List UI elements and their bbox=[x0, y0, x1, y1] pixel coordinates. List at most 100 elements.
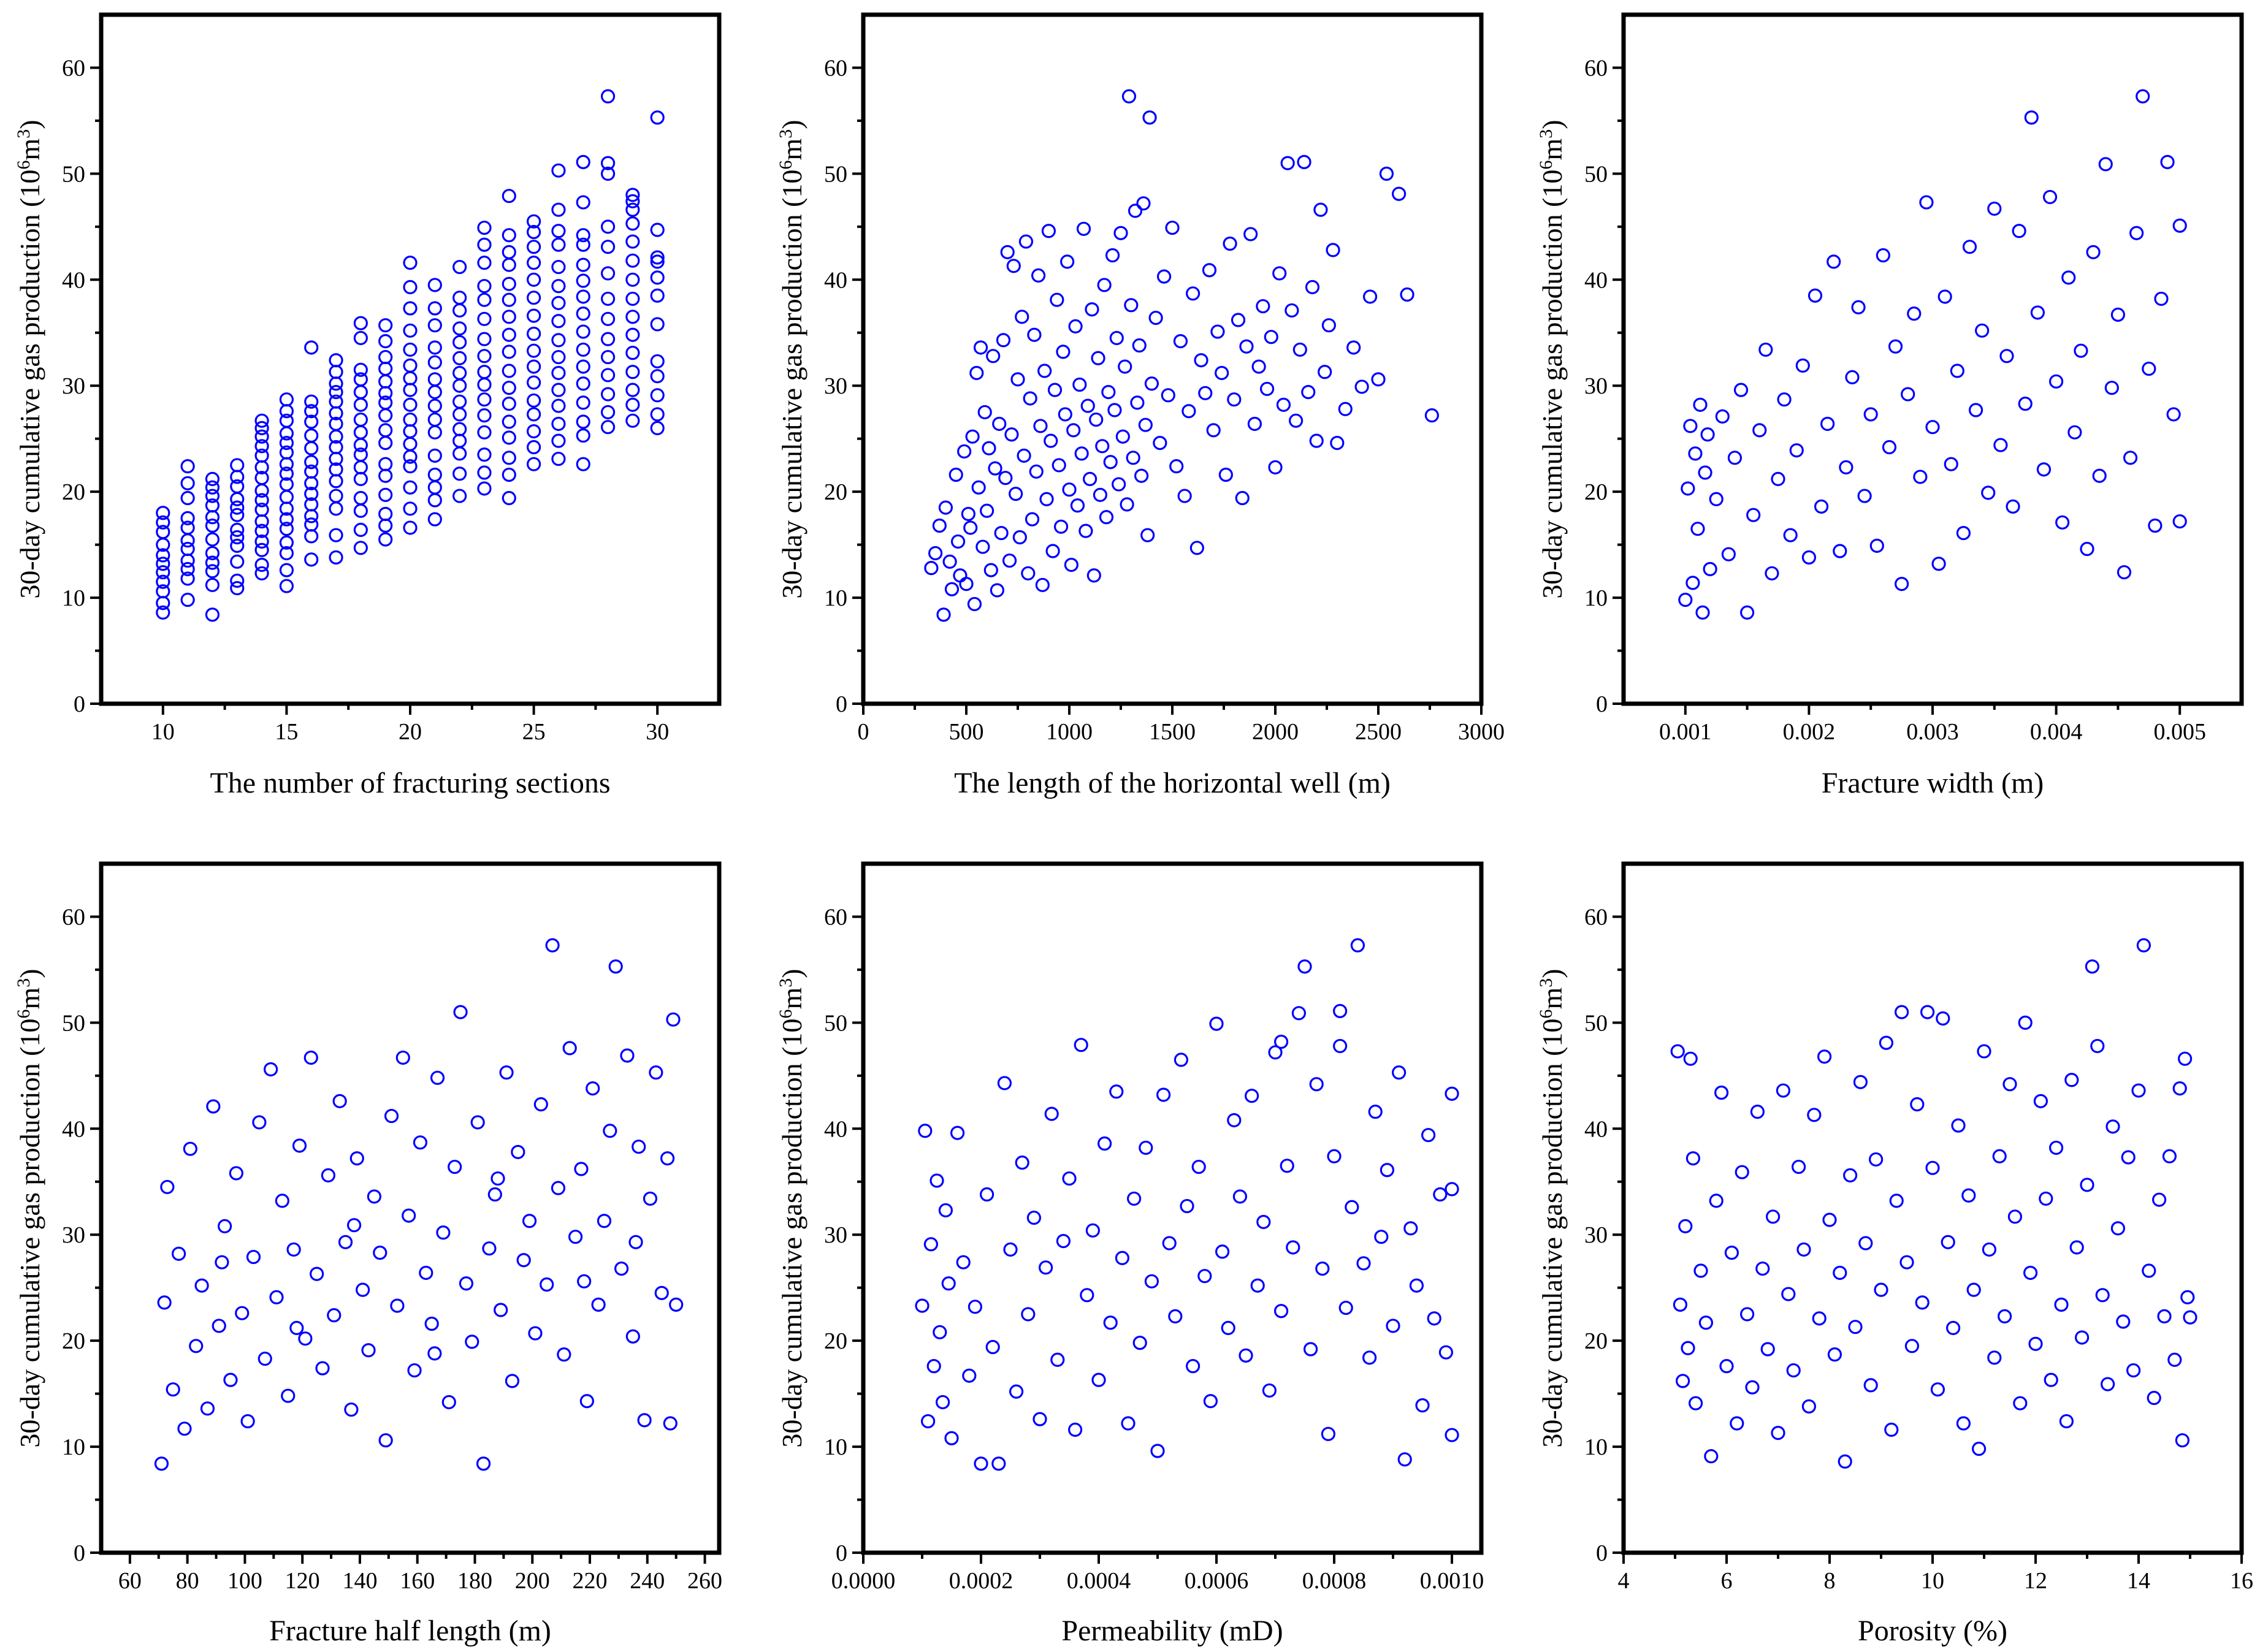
scatter-point bbox=[600, 405, 616, 420]
scatter-point bbox=[1415, 1398, 1430, 1413]
scatter-point bbox=[1820, 416, 1835, 432]
scatter-point bbox=[1132, 1336, 1147, 1350]
scatter-point bbox=[254, 566, 269, 580]
scatter-point bbox=[1345, 1200, 1359, 1214]
scatter-point bbox=[1262, 1383, 1277, 1398]
scatter-point bbox=[1904, 1339, 1919, 1353]
scatter-point bbox=[254, 557, 269, 573]
scatter-point bbox=[1392, 1065, 1407, 1080]
scatter-point bbox=[1315, 1261, 1330, 1276]
scatter-point bbox=[205, 510, 220, 525]
scatter-point bbox=[600, 156, 616, 170]
scatter-point bbox=[1035, 577, 1050, 592]
scatter-point bbox=[304, 441, 319, 455]
scatter-point bbox=[1869, 1152, 1884, 1167]
scatter-point bbox=[1227, 1113, 1242, 1128]
scatter-point bbox=[180, 592, 195, 607]
scatter-point bbox=[1086, 568, 1101, 583]
scatter-point bbox=[591, 1297, 606, 1312]
scatter-point bbox=[1268, 1045, 1283, 1060]
scatter-point bbox=[2152, 1192, 2167, 1207]
scatter-point bbox=[1139, 1140, 1153, 1155]
scatter-point bbox=[1827, 1347, 1842, 1362]
scatter-point bbox=[310, 1266, 324, 1281]
scatter-point bbox=[1227, 392, 1242, 407]
scatter-point bbox=[264, 1062, 278, 1077]
x-axis-label: Porosity (%) bbox=[1858, 1615, 2007, 1647]
scatter-point bbox=[1080, 398, 1095, 413]
scatter-point bbox=[2160, 154, 2175, 169]
scatter-point bbox=[378, 374, 393, 389]
scatter-point bbox=[215, 1255, 229, 1269]
scatter-point bbox=[926, 1359, 941, 1374]
scatter-point bbox=[1060, 254, 1075, 269]
scatter-point bbox=[526, 359, 541, 374]
scatter-point bbox=[1126, 451, 1140, 465]
x-axis-label: Fracture width (m) bbox=[1822, 767, 2044, 799]
scatter-point bbox=[1913, 470, 1928, 484]
x-tick-label: 15 bbox=[275, 719, 298, 745]
scatter-point bbox=[1915, 1295, 1930, 1310]
scatter-point bbox=[1910, 1097, 1925, 1112]
scatter-point bbox=[576, 457, 590, 471]
scatter-point bbox=[1280, 1159, 1294, 1173]
scatter-point bbox=[403, 424, 418, 439]
x-tick-label: 0.0010 bbox=[1420, 1568, 1484, 1594]
scatter-point bbox=[959, 576, 974, 592]
scatter-point bbox=[258, 1351, 272, 1366]
scatter-point bbox=[403, 301, 418, 316]
scatter-point bbox=[522, 1214, 537, 1228]
scatter-point bbox=[230, 530, 245, 545]
scatter-point bbox=[303, 1050, 318, 1065]
scatter-point bbox=[1297, 154, 1311, 169]
scatter-point bbox=[576, 414, 590, 429]
scatter-point bbox=[1041, 224, 1056, 238]
scatter-point bbox=[1869, 538, 1884, 553]
scatter-point bbox=[2039, 1191, 2053, 1206]
scatter-point bbox=[180, 571, 195, 586]
scatter-point bbox=[963, 520, 978, 535]
scatter-point bbox=[403, 520, 418, 535]
scatter-point bbox=[551, 416, 566, 432]
scatter-point bbox=[156, 506, 170, 520]
x-tick-label: 180 bbox=[457, 1568, 492, 1594]
scatter-point bbox=[1074, 446, 1089, 461]
scatter-point bbox=[2110, 1221, 2125, 1236]
scatter-point bbox=[505, 1374, 520, 1388]
x-tick-label: 0.004 bbox=[2030, 719, 2083, 745]
scatter-point bbox=[1202, 263, 1217, 278]
scatter-point bbox=[576, 428, 590, 443]
scatter-point bbox=[304, 552, 319, 567]
scatter-point bbox=[600, 240, 616, 254]
scatter-point bbox=[614, 1261, 629, 1276]
scatter-point bbox=[1231, 313, 1246, 327]
y-axis-label: 30-day cumulative gas production (106m3) bbox=[1536, 120, 1568, 598]
y-axis-label: 30-day cumulative gas production (106m3) bbox=[13, 120, 45, 598]
scatter-point bbox=[1438, 1345, 1453, 1360]
scatter-point bbox=[1424, 408, 1439, 423]
scatter-point bbox=[205, 489, 220, 503]
scatter-point bbox=[321, 1168, 335, 1182]
scatter-point bbox=[1822, 1212, 1837, 1227]
scatter-point bbox=[1085, 302, 1099, 317]
scatter-point bbox=[223, 1372, 238, 1387]
scatter-point bbox=[269, 1290, 284, 1304]
scatter-point bbox=[1025, 512, 1040, 527]
scatter-point bbox=[502, 257, 516, 272]
scatter-point bbox=[452, 365, 467, 381]
scatter-point bbox=[526, 272, 541, 287]
scatter-point bbox=[597, 1214, 612, 1228]
scatter-point bbox=[2117, 565, 2132, 580]
scatter-point bbox=[353, 541, 368, 555]
scatter-point bbox=[156, 584, 170, 599]
y-tick-label: 40 bbox=[824, 267, 847, 293]
scatter-point bbox=[1670, 1044, 1685, 1059]
scatter-point bbox=[1180, 1198, 1194, 1214]
scatter-point bbox=[1023, 391, 1037, 406]
scatter-point bbox=[452, 407, 467, 422]
scatter-point bbox=[1888, 339, 1903, 354]
scatter-point bbox=[1264, 330, 1278, 344]
scatter-point bbox=[2147, 1390, 2161, 1406]
scatter-point bbox=[1268, 460, 1283, 474]
scatter-point bbox=[650, 317, 665, 332]
